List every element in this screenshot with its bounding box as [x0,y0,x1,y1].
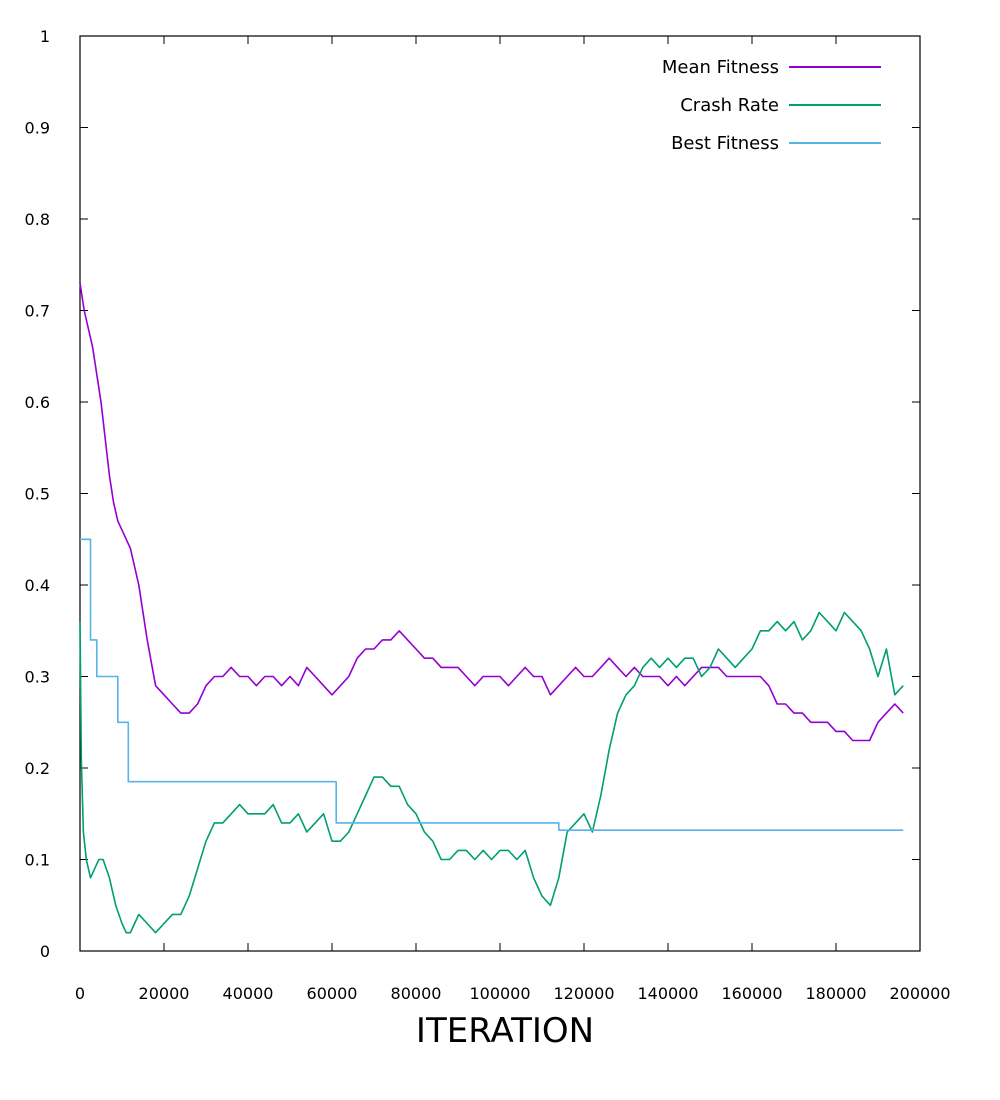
legend-label-best-fitness: Best Fitness [671,133,779,154]
y-tick-label: 0.8 [25,210,50,229]
series-line-crash-rate [79,611,904,934]
plot-frame [79,35,921,952]
axis-ticks: 0 20000 40000 60000 80000 100000 120000 140000 1… [25,27,951,1003]
x-tick-label: 80000 [391,984,442,1003]
x-tick-label: 180000 [805,984,866,1003]
series-line-best-fitness [80,538,904,831]
x-tick-label: 200000 [889,984,950,1003]
x-tick-label: 40000 [223,984,274,1003]
y-tick-label: 0 [40,942,50,961]
series-layer [79,282,904,934]
x-tick-label: 60000 [307,984,358,1003]
y-tick-label: 0.5 [25,485,50,504]
y-tick-label: 1 [40,27,50,46]
x-tick-label: 140000 [637,984,698,1003]
x-tick-label: 160000 [721,984,782,1003]
y-tick-label: 0.1 [25,851,50,870]
x-axis-title: ITERATION [416,1011,594,1051]
x-tick-label: 20000 [139,984,190,1003]
y-tick-label: 0.3 [25,668,50,687]
y-tick-label: 0.6 [25,393,50,412]
y-tick-label: 0.9 [25,119,50,138]
y-tick-label: 0.4 [25,576,50,595]
y-tick-label: 0.7 [25,302,50,321]
series-line-mean-fitness [79,282,904,742]
y-tick-label: 0.2 [25,759,50,778]
legend: Mean Fitness Crash Rate Best Fitness [662,57,881,154]
x-tick-label: 0 [75,984,85,1003]
legend-label-mean-fitness: Mean Fitness [662,57,779,78]
x-tick-label: 120000 [553,984,614,1003]
x-tick-label: 100000 [469,984,530,1003]
legend-label-crash-rate: Crash Rate [680,95,779,116]
